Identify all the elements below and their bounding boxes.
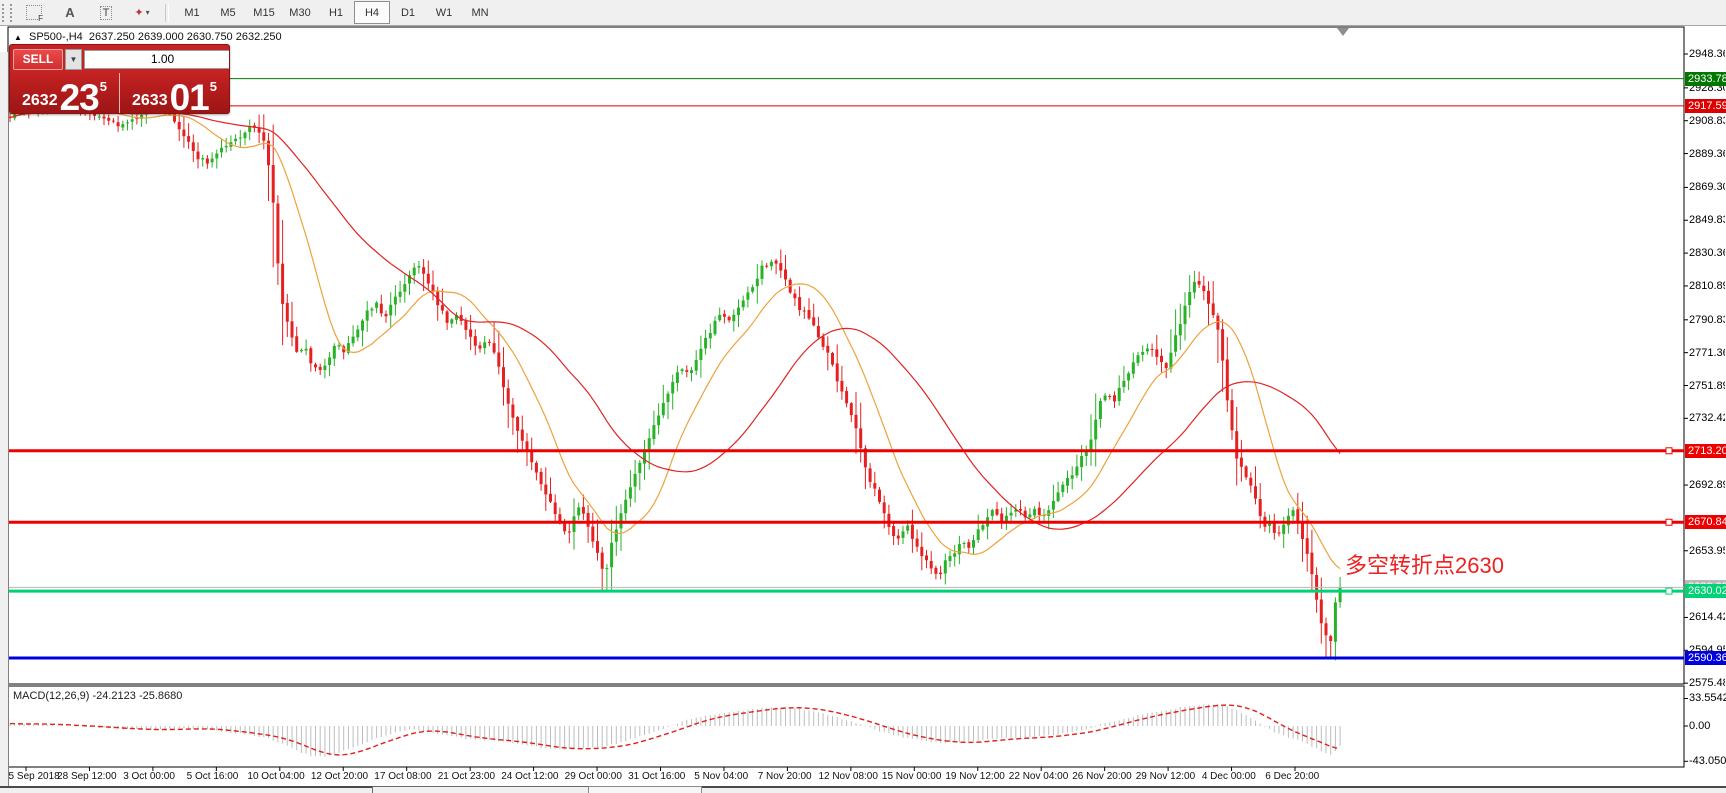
tf-button-D1[interactable]: D1 <box>400 6 416 19</box>
tf-button-M1[interactable]: M1 <box>184 6 200 19</box>
time-tick-label: 4 Dec 00:00 <box>1201 771 1256 782</box>
tf-button-M5[interactable]: M5 <box>220 6 236 19</box>
time-tick-label: 24 Oct 12:00 <box>501 771 559 782</box>
timeframe-group: M1 M5 M15 M30 H1 H4 D1 W1 MN <box>174 1 498 24</box>
level-price-badge: 2917.591 <box>1685 98 1726 113</box>
chevron-down-icon: ▾ <box>145 8 150 17</box>
time-tick-label: 17 Oct 08:00 <box>374 771 432 782</box>
trade-panel-header: SELL ▼ ▲ BUY <box>10 45 229 73</box>
price-tick-label: 2790.830 <box>1689 313 1725 326</box>
macd-tick-label: 0.00 <box>1689 720 1711 732</box>
price-tick-label: 2614.420 <box>1689 611 1725 624</box>
tf-button-MN[interactable]: MN <box>471 6 489 19</box>
time-tick-label: 19 Nov 12:00 <box>945 771 1005 782</box>
text-icon[interactable]: A <box>65 5 75 20</box>
sell-price-big: 23 <box>59 76 100 114</box>
price-tick-label: 2810.890 <box>1689 279 1725 292</box>
time-tick-label: 15 Nov 00:00 <box>881 771 942 782</box>
collapse-triangle-icon[interactable]: ▲ <box>14 33 22 42</box>
trade-panel-prices: 2632 23 5 2633 01 5 <box>10 73 229 114</box>
chart-title: ▲ SP500-,H4 2637.250 2639.000 2630.750 2… <box>14 31 282 43</box>
time-tick-label: 12 Oct 20:00 <box>310 771 369 782</box>
bottom-splitter-left[interactable] <box>372 786 590 793</box>
one-click-trade-panel: SELL ▼ ▲ BUY 2632 23 5 2633 01 5 <box>9 44 230 114</box>
bottom-splitter-handle[interactable] <box>588 786 702 793</box>
macd-tick-label: 33.5542 <box>1689 692 1726 705</box>
sell-price-prefix: 2632 <box>22 92 58 109</box>
chart-window <box>0 26 1726 793</box>
price-tick-label: 2732.420 <box>1689 412 1725 425</box>
price-tick-label: 2908.830 <box>1689 114 1725 127</box>
time-tick-label: 21 Oct 23:00 <box>437 771 496 782</box>
time-tick-label: 10 Oct 04:00 <box>247 771 305 782</box>
time-tick-label: 29 Oct 00:00 <box>564 771 622 782</box>
tf-button-H1[interactable]: H1 <box>328 6 344 19</box>
time-tick-label: 29 Nov 12:00 <box>1135 771 1196 782</box>
price-tick-label: 2889.360 <box>1689 147 1725 160</box>
toolbar-drag-handle[interactable] <box>2 3 12 22</box>
time-tick-label: 25 Sep 2018 <box>3 771 60 782</box>
volume-input[interactable] <box>84 49 229 69</box>
bottom-window-edge <box>0 786 1726 793</box>
volume-decrease-button[interactable]: ▼ <box>65 48 82 70</box>
time-tick-label: 31 Oct 16:00 <box>628 771 686 782</box>
sell-button[interactable]: SELL <box>13 48 63 70</box>
time-tick-label: 26 Nov 20:00 <box>1072 771 1132 782</box>
price-tick-label: 2771.360 <box>1689 346 1725 359</box>
macd-tick-label: -43.0509 <box>1689 755 1726 768</box>
buy-price-prefix: 2633 <box>132 92 168 109</box>
symbol-label: SP500-,H4 <box>28 31 83 43</box>
tf-button-M15[interactable]: M15 <box>253 6 275 19</box>
tf-button-H4[interactable]: H4 <box>354 1 390 24</box>
text-box-icon[interactable]: T <box>88 1 124 24</box>
level-price-badge: 2933.785 <box>1685 71 1726 86</box>
price-tick-label: 2575.480 <box>1689 677 1725 690</box>
time-tick-label: 5 Oct 16:00 <box>186 771 239 782</box>
sell-price-display[interactable]: 2632 23 5 <box>10 73 120 114</box>
buy-price-display[interactable]: 2633 01 5 <box>120 73 229 114</box>
time-tick-label: 7 Nov 20:00 <box>757 771 812 782</box>
toolbar: F A T ✦ ▾ M1 M5 M15 M30 H1 H4 D1 W1 MN <box>0 0 1726 26</box>
chart-text-annotation[interactable]: 多空转折点2630 <box>1345 553 1504 578</box>
buy-price-sup: 5 <box>209 79 217 94</box>
tf-button-W1[interactable]: W1 <box>435 6 453 19</box>
time-tick-label: 6 Dec 20:00 <box>1265 771 1320 782</box>
ohlc-values: 2637.250 2639.000 2630.750 2632.250 <box>88 31 282 43</box>
price-tick-label: 2653.950 <box>1689 544 1725 557</box>
price-tick-label: 2830.360 <box>1689 247 1725 260</box>
grid-f-icon[interactable]: F <box>16 1 52 24</box>
toolbar-separator <box>165 3 169 22</box>
level-price-badge: 2713.202 <box>1685 443 1726 458</box>
level-price-badge: 2670.845 <box>1685 515 1726 530</box>
sell-price-sup: 5 <box>99 79 107 94</box>
price-tick-label: 2869.300 <box>1689 181 1725 194</box>
macd-indicator-label: MACD(12,26,9) -24.2123 -25.8680 <box>13 690 183 702</box>
time-tick-label: 5 Nov 04:00 <box>694 771 749 782</box>
window-left-edge <box>0 52 9 793</box>
shapes-dropdown-icon[interactable]: ✦ ▾ <box>134 7 150 19</box>
tf-button-M30[interactable]: M30 <box>289 6 311 19</box>
time-tick-label: 3 Oct 00:00 <box>123 771 175 782</box>
chart-shift-marker-icon[interactable] <box>1337 28 1349 36</box>
time-tick-label: 22 Nov 04:00 <box>1008 771 1069 782</box>
level-price-badge: 2630.028 <box>1685 584 1726 599</box>
level-price-badge: 2590.367 <box>1685 651 1726 666</box>
time-tick-label: 28 Sep 12:00 <box>57 771 117 782</box>
chart-canvas[interactable] <box>0 26 1726 793</box>
buy-price-big: 01 <box>169 76 210 114</box>
price-tick-label: 2948.360 <box>1689 48 1725 60</box>
price-tick-label: 2849.830 <box>1689 214 1725 227</box>
price-tick-label: 2692.890 <box>1689 479 1725 492</box>
price-tick-label: 2751.890 <box>1689 379 1725 392</box>
time-tick-label: 12 Nov 08:00 <box>818 771 878 782</box>
